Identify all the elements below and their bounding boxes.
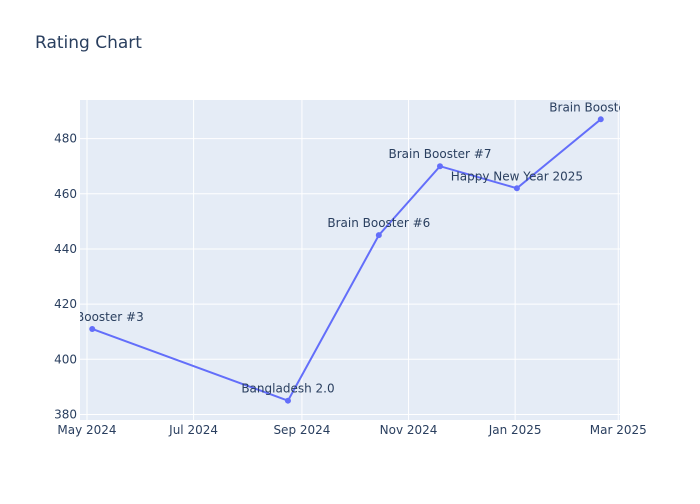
data-point xyxy=(375,232,382,239)
x-tick-label: Jan 2025 xyxy=(488,423,542,437)
data-label: Brain Booster #7 xyxy=(389,147,492,161)
y-tick-label: 440 xyxy=(54,242,77,256)
axis-tick-labels: 380 400 420 440 460 480 May 2024 Jul 2024 Sep 20… xyxy=(54,132,647,437)
data-point xyxy=(437,163,443,170)
y-tick-label: 420 xyxy=(54,297,77,311)
y-tick-label: 480 xyxy=(54,132,77,146)
data-point xyxy=(89,325,96,332)
data-label: Brain Booster #3 xyxy=(41,310,144,324)
y-tick-label: 400 xyxy=(54,352,77,366)
x-tick-label: Jul 2024 xyxy=(168,423,218,437)
y-tick-label: 380 xyxy=(54,407,77,421)
data-label: Bangladesh 2.0 xyxy=(241,382,334,396)
y-tick-label: 460 xyxy=(54,187,77,201)
data-series xyxy=(89,116,604,404)
x-tick-label: May 2024 xyxy=(57,423,116,437)
data-label: Brain Booster #8 xyxy=(549,100,652,114)
data-point xyxy=(513,185,520,192)
chart-title: Rating Chart xyxy=(35,33,142,53)
data-point xyxy=(284,397,291,404)
x-tick-label: Mar 2025 xyxy=(590,423,647,437)
plot-background xyxy=(80,100,620,420)
x-tick-label: Nov 2024 xyxy=(380,423,438,437)
data-label: Brain Booster #6 xyxy=(327,216,430,230)
series-line xyxy=(91,118,602,402)
grid-lines xyxy=(80,100,620,420)
data-point xyxy=(597,116,604,123)
data-label: Happy New Year 2025 xyxy=(451,169,583,183)
x-tick-label: Sep 2024 xyxy=(273,423,330,437)
point-labels: Brain Booster #3 Bangladesh 2.0 Brain Boos… xyxy=(41,100,652,396)
